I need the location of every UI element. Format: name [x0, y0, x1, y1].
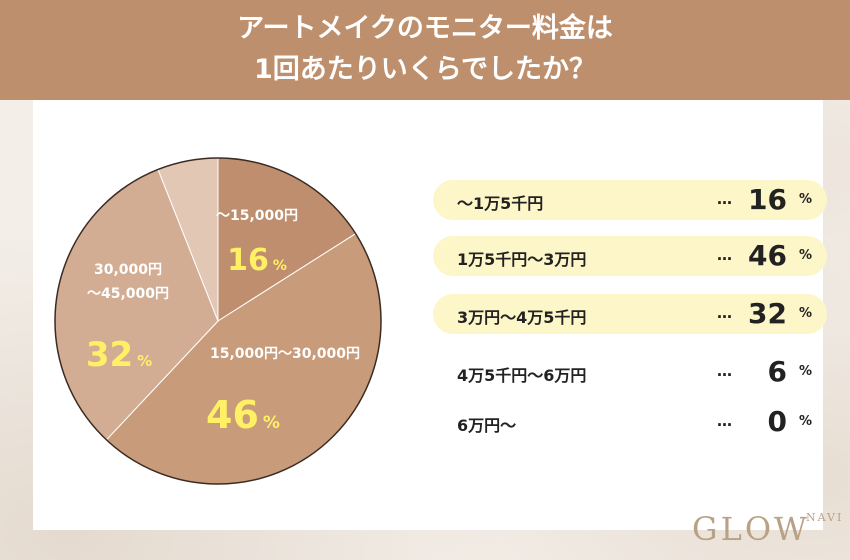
- legend-value: 0: [767, 405, 787, 438]
- legend-dots: …: [717, 304, 732, 322]
- legend-value: 46: [748, 239, 787, 272]
- legend-unit: %: [799, 306, 813, 321]
- title-line-2: 1回あたりいくらでしたか？: [254, 54, 596, 85]
- legend-value: 32: [748, 297, 787, 330]
- legend-dots: …: [717, 362, 732, 380]
- legend-row: 〜1万5千円 … 16 %: [433, 180, 827, 220]
- legend-unit: %: [799, 192, 813, 207]
- glow-navi-logo-sub: NAVI: [806, 511, 844, 524]
- title-banner: アートメイクのモニター料金は 1回あたりいくらでしたか？: [0, 0, 850, 100]
- legend-dots: …: [717, 190, 732, 208]
- legend-label: 1万5千円〜3万円: [457, 250, 587, 269]
- pie-chart: 〜15,000円 16 % 15,000円〜30,000円 46 % 30,000円〜45,…: [54, 157, 382, 485]
- legend-row: 4万5千円〜6万円 … 6 %: [433, 352, 827, 392]
- legend-unit: %: [799, 248, 813, 263]
- legend-label: 〜1万5千円: [457, 194, 544, 213]
- slice-label: 〜15,000円: [216, 208, 298, 224]
- slice-label: 〜45,000円: [87, 286, 169, 302]
- legend-label: 4万5千円〜6万円: [457, 366, 587, 385]
- legend-dots: …: [717, 412, 732, 430]
- glow-navi-logo: GLOW: [692, 510, 810, 548]
- legend-unit: %: [799, 414, 813, 429]
- slice-label: 30,000円: [94, 262, 162, 278]
- title-line-1: アートメイクのモニター料金は: [237, 13, 613, 44]
- legend-label: 3万円〜4万5千円: [457, 308, 587, 327]
- slice-percent: 46%: [206, 393, 280, 437]
- legend-value: 6: [767, 355, 787, 388]
- legend-row: 6万円〜 … 0 %: [433, 402, 827, 442]
- legend-label: 6万円〜: [457, 416, 517, 435]
- pie-outline: [54, 157, 382, 485]
- chart-card: 〜15,000円 16% 15,000円〜30,000円 46% 30,000円 〜45,…: [33, 100, 827, 530]
- legend-value: 16: [748, 183, 787, 216]
- legend-unit: %: [799, 364, 813, 379]
- legend-dots: …: [717, 246, 732, 264]
- slice-label: 15,000円〜30,000円: [210, 346, 360, 362]
- slice-percent: 32%: [86, 335, 152, 375]
- slice-percent: 16%: [227, 243, 287, 278]
- legend-row: 1万5千円〜3万円 … 46 %: [433, 236, 827, 276]
- legend-row: 3万円〜4万5千円 … 32 %: [433, 294, 827, 334]
